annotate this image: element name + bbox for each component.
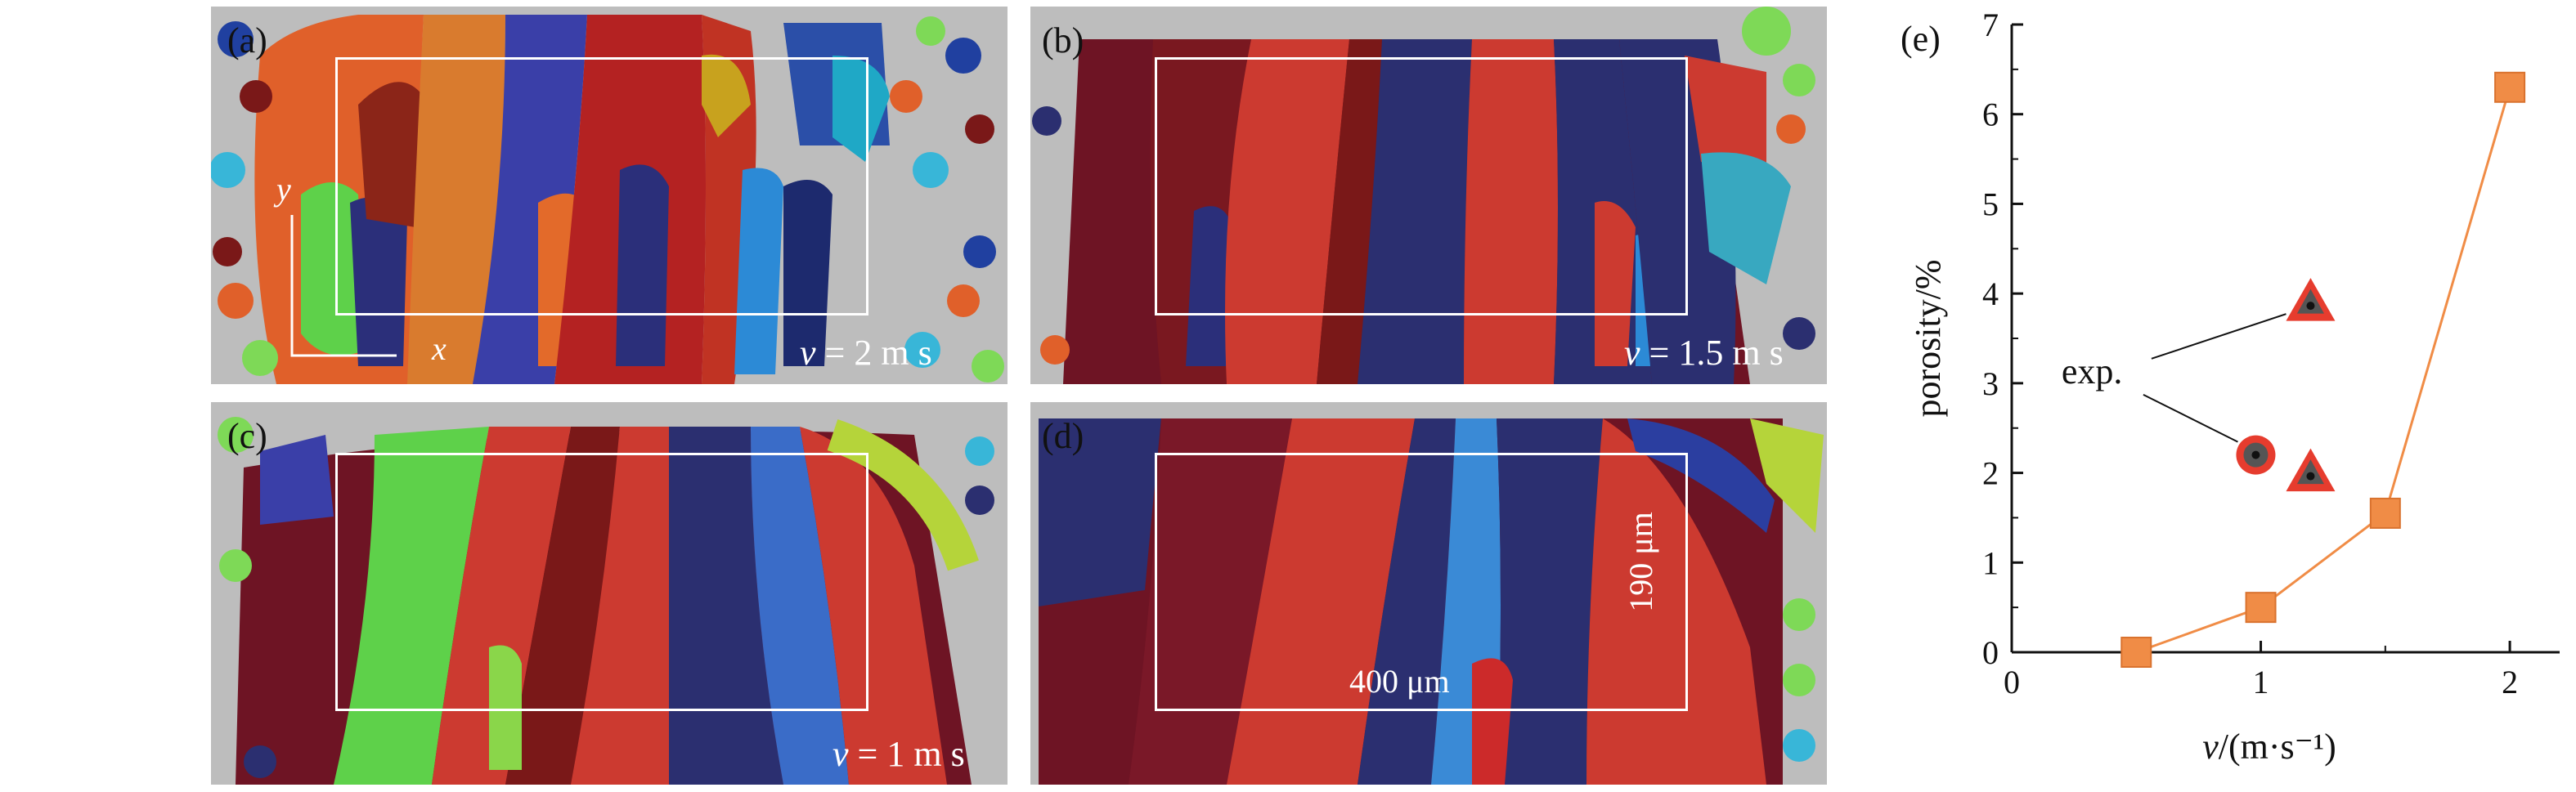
panel-d: 400 μm 190 μm (d) — [1030, 402, 1827, 785]
exp-triangle-marker — [2286, 278, 2336, 321]
velocity-label-c: v = 1 m s — [832, 734, 965, 774]
x-tick-label: 2 — [2502, 664, 2518, 700]
panel-b: (b) v = 1.5 m s — [1030, 7, 1827, 384]
scale-height-label: 190 μm — [1622, 512, 1659, 612]
velocity-label-b: v = 1.5 m s — [1624, 333, 1784, 373]
y-tick-label: 3 — [1982, 365, 1999, 402]
x-axis-tag: x — [432, 330, 447, 367]
measurement-box-a — [335, 57, 868, 315]
experimental-points — [2143, 278, 2336, 492]
panel-label-c: (c) — [227, 416, 267, 456]
y-tick-label: 1 — [1982, 544, 1999, 581]
chart-axes — [2010, 25, 2560, 654]
exp-leader-line — [2143, 393, 2238, 443]
panel-label-d: (d) — [1042, 416, 1084, 456]
microstructure-d — [1030, 402, 1827, 785]
y-axis-tag: y — [276, 171, 291, 208]
x-axis-label: v/(m·s⁻¹) — [2202, 727, 2336, 767]
x-tick-label: 0 — [2004, 664, 2020, 700]
porosity-series — [2120, 71, 2526, 668]
exp-circle-marker — [2236, 435, 2276, 475]
panel-label-a: (a) — [227, 20, 267, 60]
y-ticks: 0 1 2 3 4 5 6 7 — [1982, 7, 2023, 671]
chart-panel-label: (e) — [1901, 19, 1941, 59]
measurement-box-c — [335, 453, 868, 711]
exp-leader-line — [2151, 313, 2287, 360]
y-tick-label: 2 — [1982, 455, 1999, 492]
panel-c: (c) v = 1 m s — [211, 402, 1008, 785]
y-tick-label: 5 — [1982, 186, 1999, 222]
y-axis-label: porosity/% — [1908, 259, 1948, 417]
x-ticks: 0 1 2 — [2004, 641, 2518, 700]
y-tick-label: 0 — [1982, 634, 1999, 671]
porosity-chart: (e) 0 1 2 3 4 5 6 7 0 1 2 porosity/% v/(m·s⁻¹) ex… — [1901, 7, 2560, 767]
panel-label-b: (b) — [1042, 20, 1084, 60]
scale-width-label: 400 μm — [1349, 663, 1450, 700]
y-tick-label: 4 — [1982, 275, 1999, 312]
measurement-box-d — [1155, 453, 1688, 711]
y-tick-label: 6 — [1982, 96, 1999, 133]
y-tick-label: 7 — [1982, 7, 1999, 43]
panel-a: y x (a) v = 2 m s — [211, 7, 1008, 384]
exp-triangle-marker — [2286, 448, 2336, 492]
data-point-square — [2494, 71, 2526, 103]
microstructure-c — [211, 402, 1008, 785]
exp-annotation: exp. — [2062, 351, 2123, 392]
coordinate-axes — [290, 215, 397, 357]
series-line — [2135, 87, 2511, 654]
velocity-label-a: v = 2 m s — [800, 333, 932, 373]
measurement-box-b — [1155, 57, 1688, 315]
data-point-square — [2245, 592, 2277, 624]
microstructure-b — [1030, 7, 1827, 384]
microstructure-a — [211, 7, 1008, 384]
data-point-square — [2369, 497, 2401, 529]
x-tick-label: 1 — [2253, 664, 2269, 700]
data-point-square — [2120, 637, 2152, 668]
